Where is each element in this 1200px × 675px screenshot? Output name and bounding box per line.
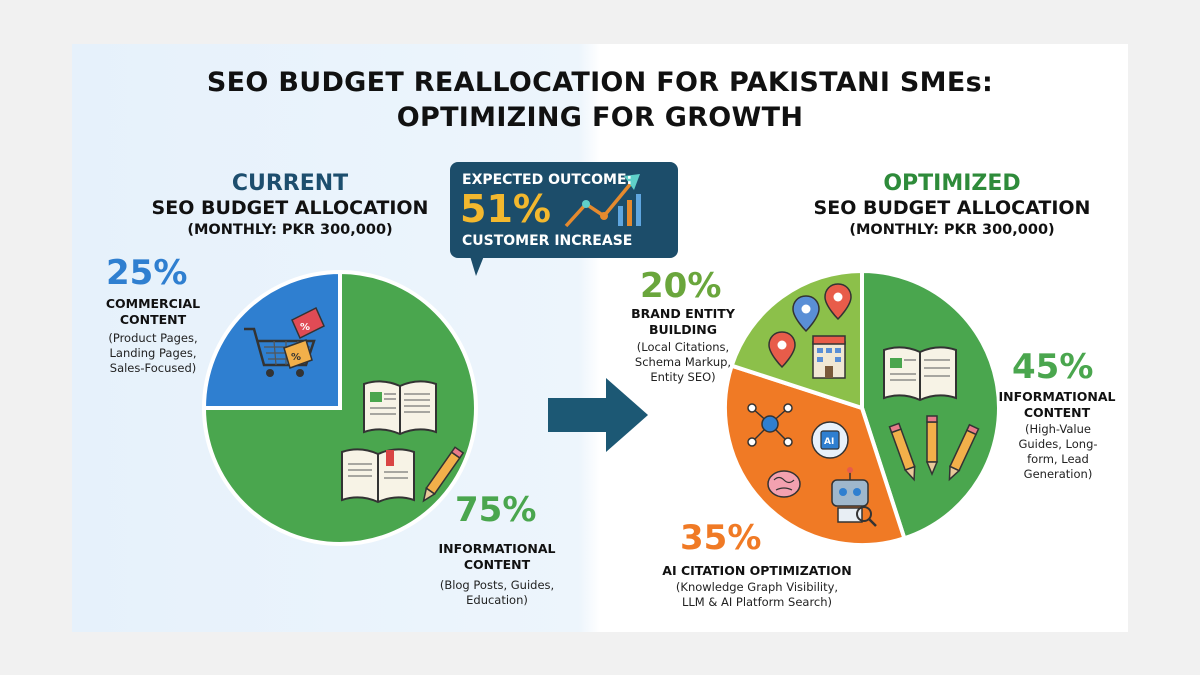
expected-outcome-callout [450, 162, 678, 276]
infographic-card: SEO BUDGET REALLOCATION FOR PAKISTANI SM… [72, 44, 1128, 632]
callout-label: EXPECTED OUTCOME: [462, 172, 633, 188]
title-line-1: SEO BUDGET REALLOCATION FOR PAKISTANI SM… [206, 67, 994, 98]
callout-value: 51% [460, 187, 551, 231]
optimized-slice-pct-brand: 20% [640, 266, 722, 306]
pencil-icon [422, 446, 465, 503]
optimized-slice-note-ai: (Knowledge Graph Visibility, LLM & AI Pla… [675, 580, 839, 609]
ai-chip-icon: AI [811, 421, 849, 459]
svg-text:%: % [300, 322, 310, 333]
optimized-subheading: SEO BUDGET ALLOCATION [813, 197, 1091, 219]
current-slice-note-informational: (Blog Posts, Guides, Education) [439, 578, 555, 607]
open-book-icon [341, 448, 415, 504]
title-line-2: OPTIMIZING FOR GROWTH [396, 102, 804, 133]
current-budget-note: (MONTHLY: PKR 300,000) [187, 222, 393, 238]
current-heading: CURRENT [231, 171, 349, 196]
current-subheading: SEO BUDGET ALLOCATION [151, 197, 429, 219]
optimized-slice-title-informational: INFORMATIONAL CONTENT [998, 389, 1116, 420]
open-book-icon [363, 380, 437, 436]
optimized-slice-note-brand: (Local Citations, Schema Markup, Entity SE… [634, 340, 732, 384]
svg-text:%: % [291, 352, 301, 363]
network-icon [747, 403, 793, 447]
optimized-pie-chart [723, 268, 1001, 547]
chart-canvas: % % [201, 162, 1001, 547]
optimized-budget-note: (MONTHLY: PKR 300,000) [849, 222, 1055, 238]
pencil-icon [888, 422, 916, 482]
current-slice-title-commercial: COMMERCIAL CONTENT [105, 296, 201, 327]
current-slice-pct-commercial: 25% [106, 253, 188, 293]
open-book-icon [883, 346, 957, 402]
optimized-heading: OPTIMIZED [883, 171, 1021, 196]
pencil-icon [948, 423, 980, 482]
optimized-slice-title-ai: AI CITATION OPTIMIZATION [662, 563, 852, 578]
current-slice-pct-informational: 75% [455, 490, 537, 530]
svg-text:AI: AI [824, 437, 834, 447]
optimized-slice-title-brand: BRAND ENTITY BUILDING [631, 306, 735, 337]
optimized-slice-pct-ai: 35% [680, 518, 762, 558]
optimized-slice-pct-informational: 45% [1012, 347, 1094, 387]
current-slice-note-commercial: (Product Pages, Landing Pages, Sales-Focus… [108, 331, 198, 375]
optimized-slice-note-informational: (High-Value Guides, Long-form, Lead Genera… [1018, 422, 1098, 481]
building-icon [812, 335, 846, 379]
current-slice-title-informational: INFORMATIONAL CONTENT [438, 541, 556, 572]
robot-icon [831, 467, 877, 527]
trend-chart-icon [564, 174, 641, 228]
price-tag-icon: % % [283, 306, 325, 369]
pencil-icon [925, 415, 939, 476]
right-arrow-icon [548, 378, 648, 452]
optimized-pie-slice-0 [860, 268, 1001, 541]
brain-icon [767, 470, 801, 498]
callout-caption: CUSTOMER INCREASE [462, 233, 633, 249]
map-pin-icon [768, 283, 852, 369]
